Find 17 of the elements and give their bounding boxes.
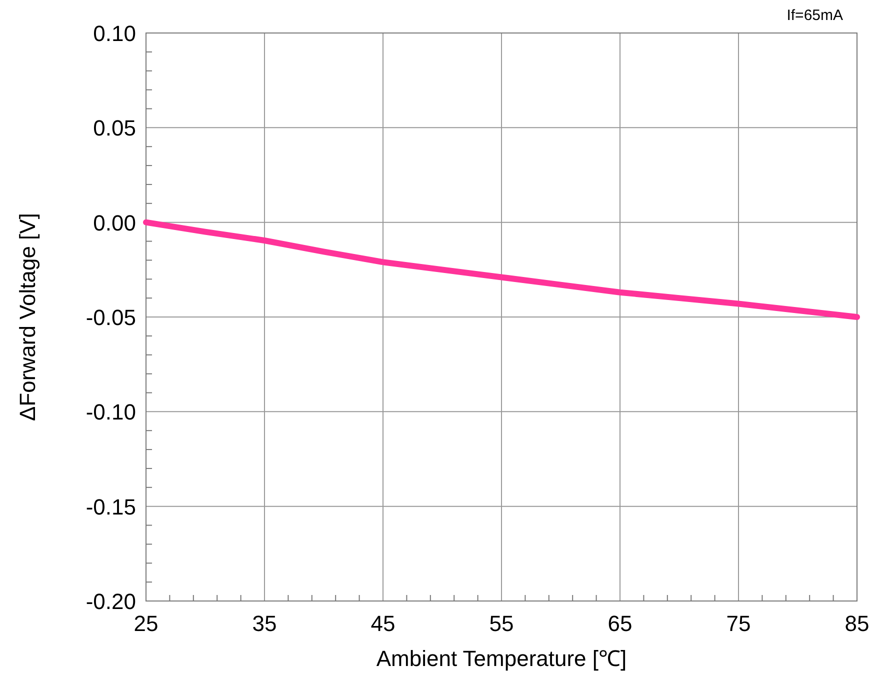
y-tick-label: 0.05 [93,116,136,141]
y-tick-label: -0.20 [86,589,136,614]
y-tick-label: 0.10 [93,21,136,46]
y-tick-label: -0.05 [86,305,136,330]
x-tick-label: 65 [608,611,632,636]
x-axis-title: Ambient Temperature [℃] [376,646,627,671]
y-tick-label: -0.10 [86,400,136,425]
y-axis-title: ΔForward Voltage [V] [15,213,40,421]
x-tick-label: 25 [134,611,158,636]
y-tick-label: -0.15 [86,494,136,520]
x-tick-label: 75 [726,611,751,636]
x-tick-label: 85 [844,611,870,636]
y-tick-label: 0.00 [93,210,136,236]
x-tick-label: 45 [370,611,396,636]
x-tick-label: 35 [252,611,277,636]
text: If=65mA [786,7,843,24]
x-tick-label: 55 [489,611,514,636]
